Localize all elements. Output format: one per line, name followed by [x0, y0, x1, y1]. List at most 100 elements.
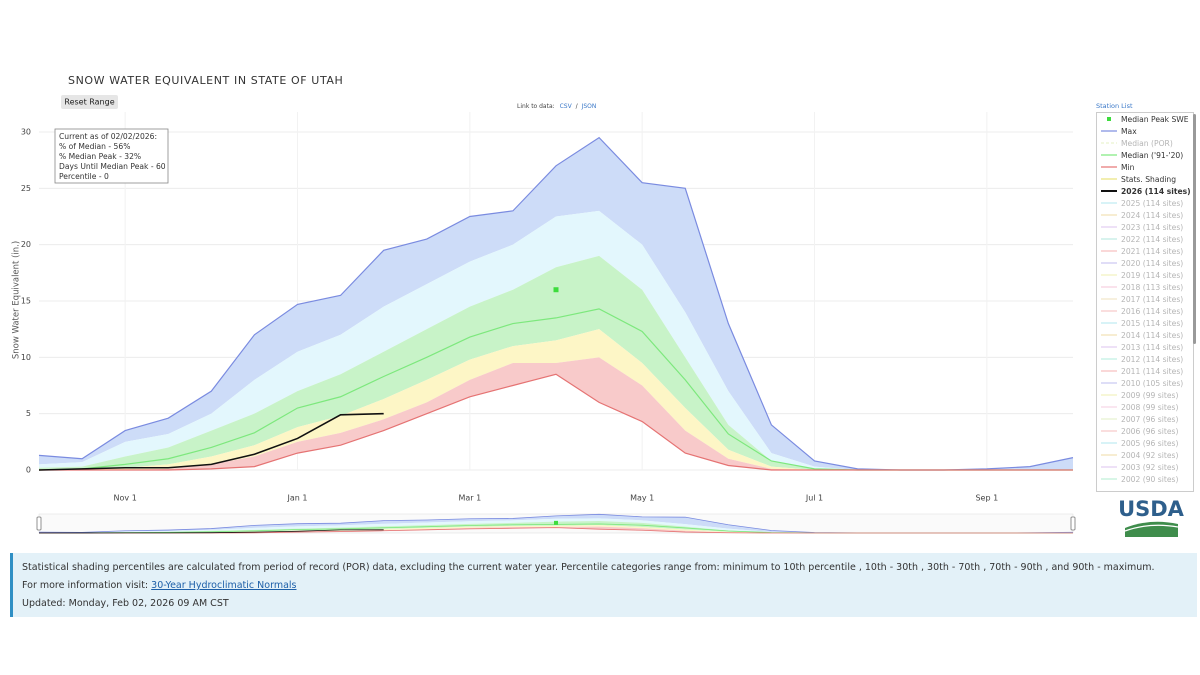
legend-item[interactable]: Median ('91-'20) — [1097, 149, 1193, 161]
legend-label: 2010 (105 sites) — [1121, 378, 1184, 388]
info-line: Current as of 02/02/2026: — [59, 132, 157, 141]
legend-label: 2024 (114 sites) — [1121, 210, 1184, 220]
reset-button[interactable] — [61, 95, 118, 109]
legend-swatch — [1101, 322, 1117, 324]
legend-swatch — [1101, 334, 1117, 336]
legend-item[interactable]: 2009 (99 sites) — [1097, 389, 1193, 401]
percentile-band — [39, 210, 1073, 470]
legend-label: 2025 (114 sites) — [1121, 198, 1184, 208]
legend-label: 2018 (113 sites) — [1121, 282, 1184, 292]
legend-label: 2022 (114 sites) — [1121, 234, 1184, 244]
legend-item[interactable]: 2016 (114 sites) — [1097, 305, 1193, 317]
legend-item[interactable]: 2005 (96 sites) — [1097, 437, 1193, 449]
legend-item[interactable]: 2025 (114 sites) — [1097, 197, 1193, 209]
slider-line — [38, 529, 384, 534]
legend-item[interactable]: 2010 (105 sites) — [1097, 377, 1193, 389]
legend-item[interactable]: 2002 (90 sites) — [1097, 473, 1193, 485]
legend-item[interactable]: 2024 (114 sites) — [1097, 209, 1193, 221]
legend-label: Median Peak SWE — [1121, 114, 1189, 124]
legend-swatch — [1101, 478, 1117, 480]
legend-label: Min — [1121, 162, 1135, 172]
legend-swatch — [1101, 466, 1117, 468]
legend-item[interactable]: 2007 (96 sites) — [1097, 413, 1193, 425]
legend-label: Median (POR) — [1121, 138, 1173, 148]
legend-item[interactable]: 2013 (114 sites) — [1097, 341, 1193, 353]
legend-item[interactable]: 2015 (114 sites) — [1097, 317, 1193, 329]
x-tick-label: Jul 1 — [805, 494, 823, 503]
legend-swatch — [1101, 202, 1117, 204]
legend-item[interactable]: 2012 (114 sites) — [1097, 353, 1193, 365]
legend-item[interactable]: 2021 (114 sites) — [1097, 245, 1193, 257]
info-line: % Median Peak - 32% — [59, 152, 141, 161]
legend-swatch — [1101, 130, 1117, 132]
info-line: Days Until Median Peak - 60 — [59, 162, 166, 171]
legend-item[interactable]: Median Peak SWE — [1097, 113, 1193, 125]
legend-item[interactable]: 2003 (92 sites) — [1097, 461, 1193, 473]
slider-handle[interactable] — [36, 516, 42, 531]
legend-label: 2012 (114 sites) — [1121, 354, 1184, 364]
percentile-band — [39, 137, 1073, 470]
legend-marker — [1107, 117, 1111, 121]
legend-swatch — [1101, 358, 1117, 360]
legend-swatch — [1101, 226, 1117, 228]
range-slider[interactable] — [36, 513, 1076, 534]
legend-swatch — [1101, 370, 1117, 372]
link-separator: / — [576, 103, 579, 110]
legend-item[interactable]: 2004 (92 sites) — [1097, 449, 1193, 461]
y-tick-label: 30 — [21, 128, 31, 137]
legend-swatch — [1101, 238, 1117, 240]
legend-item[interactable]: 2019 (114 sites) — [1097, 269, 1193, 281]
legend-item[interactable]: 2014 (114 sites) — [1097, 329, 1193, 341]
percentile-band — [39, 329, 1073, 470]
legend-label: 2005 (96 sites) — [1121, 438, 1179, 448]
legend-swatch — [1101, 454, 1117, 456]
reset-button-label[interactable]: Reset Range — [64, 98, 114, 107]
legend-swatch — [1101, 418, 1117, 420]
legend-item[interactable]: 2023 (114 sites) — [1097, 221, 1193, 233]
more-info: For more information visit: 30-Year Hydr… — [22, 580, 297, 591]
legend-item[interactable]: 2022 (114 sites) — [1097, 233, 1193, 245]
legend-label: 2021 (114 sites) — [1121, 246, 1184, 256]
legend-item[interactable]: 2006 (96 sites) — [1097, 425, 1193, 437]
normals-link[interactable]: 30-Year Hydroclimatic Normals — [151, 580, 297, 591]
plot-area: 0 5 10 15 20 25 30 Nov 1 Jan 1 Mar 1 May 1 Jul 1 Sep… — [21, 112, 1074, 503]
x-tick-label: Jan 1 — [287, 494, 308, 503]
more-info-label: For more information visit: — [22, 580, 149, 591]
legend-item[interactable]: 2018 (113 sites) — [1097, 281, 1193, 293]
legend-label: 2016 (114 sites) — [1121, 306, 1184, 316]
legend-swatch — [1101, 406, 1117, 408]
usda-logo-stripe — [1124, 524, 1179, 532]
json-link[interactable]: JSON — [581, 103, 597, 110]
station-list-link[interactable]: Station List — [1096, 102, 1133, 110]
legend-swatch — [1101, 190, 1117, 192]
legend-item[interactable]: 2020 (114 sites) — [1097, 257, 1193, 269]
legend-scrollbar[interactable] — [1193, 114, 1196, 344]
legend-item[interactable]: 2026 (114 sites) — [1097, 185, 1193, 197]
median-peak-marker — [553, 287, 559, 293]
y-tick-label: 20 — [21, 240, 31, 249]
legend-swatch — [1101, 154, 1117, 156]
legend-label: Max — [1121, 126, 1137, 136]
info-box: Current as of 02/02/2026:% of Median - 5… — [54, 128, 169, 184]
legend-item[interactable]: Stats. Shading — [1097, 173, 1193, 185]
legend-item[interactable]: 2011 (114 sites) — [1097, 365, 1193, 377]
legend-swatch — [1101, 430, 1117, 432]
slider-band — [39, 520, 1073, 533]
legend-label: Median ('91-'20) — [1121, 150, 1184, 160]
csv-link[interactable]: CSV — [560, 103, 573, 110]
legend-label: 2019 (114 sites) — [1121, 270, 1184, 280]
legend-item[interactable]: 2017 (114 sites) — [1097, 293, 1193, 305]
slider-handle[interactable] — [1070, 516, 1076, 531]
legend: Median Peak SWE Max Median (POR) Median ('9… — [1096, 112, 1194, 492]
x-tick-label: May 1 — [630, 494, 654, 503]
legend-item[interactable]: Max — [1097, 125, 1193, 137]
y-tick-label: 0 — [26, 466, 31, 475]
x-tick-label: Nov 1 — [114, 494, 137, 503]
legend-item[interactable]: 2008 (99 sites) — [1097, 401, 1193, 413]
legend-item[interactable]: Median (POR) — [1097, 137, 1193, 149]
slider-peak-marker — [554, 520, 558, 525]
y-axis-title: Snow Water Equivalent (in.) — [12, 241, 22, 359]
legend-item[interactable]: Min — [1097, 161, 1193, 173]
legend-swatch — [1101, 274, 1117, 276]
